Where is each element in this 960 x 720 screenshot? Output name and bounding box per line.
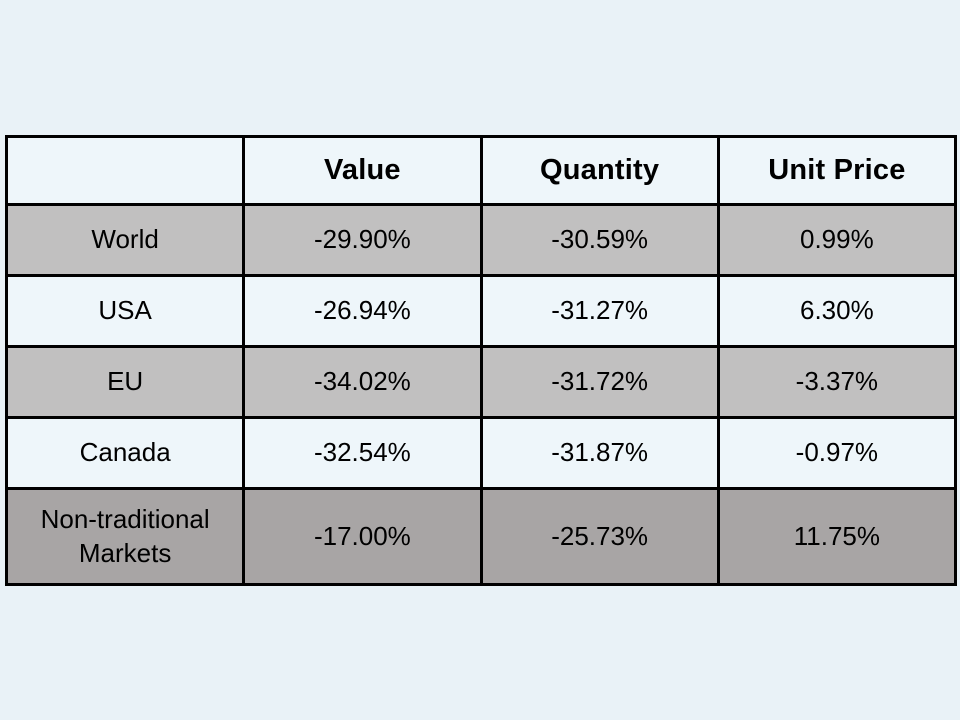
- cell-canada-unit-price: -0.97%: [716, 416, 958, 490]
- table-row-usa: USA -26.94% -31.27% 6.30%: [4, 274, 958, 348]
- column-header-value: Value: [242, 135, 483, 206]
- table-header: Value Quantity Unit Price: [4, 135, 958, 206]
- cell-world-unit-price: 0.99%: [716, 203, 958, 277]
- cell-eu-quantity: -31.72%: [479, 345, 720, 419]
- cell-usa-quantity: -31.27%: [479, 274, 720, 348]
- corner-cell: [4, 135, 246, 206]
- cell-non-traditional-quantity: -25.73%: [479, 487, 720, 586]
- table-body: World -29.90% -30.59% 0.99% USA -26.94% …: [4, 203, 958, 586]
- cell-usa-unit-price: 6.30%: [716, 274, 958, 348]
- table-row-eu: EU -34.02% -31.72% -3.37%: [4, 345, 958, 419]
- column-header-quantity: Quantity: [479, 135, 720, 206]
- table-header-row: Value Quantity Unit Price: [4, 135, 958, 206]
- table-row-world: World -29.90% -30.59% 0.99%: [4, 203, 958, 277]
- cell-canada-quantity: -31.87%: [479, 416, 720, 490]
- cell-non-traditional-value: -17.00%: [242, 487, 483, 586]
- cell-world-value: -29.90%: [242, 203, 483, 277]
- cell-canada-value: -32.54%: [242, 416, 483, 490]
- cell-world-quantity: -30.59%: [479, 203, 720, 277]
- cell-non-traditional-unit-price: 11.75%: [716, 487, 958, 586]
- trade-statistics-table: Value Quantity Unit Price World -29.90% …: [4, 135, 958, 586]
- row-label-canada: Canada: [4, 416, 246, 490]
- cell-usa-value: -26.94%: [242, 274, 483, 348]
- cell-eu-value: -34.02%: [242, 345, 483, 419]
- row-label-non-traditional-markets: Non-traditional Markets: [4, 487, 246, 586]
- column-header-unit-price: Unit Price: [716, 135, 958, 206]
- row-label-world: World: [4, 203, 246, 277]
- table-row-canada: Canada -32.54% -31.87% -0.97%: [4, 416, 958, 490]
- row-label-eu: EU: [4, 345, 246, 419]
- table-row-non-traditional-markets: Non-traditional Markets -17.00% -25.73% …: [4, 487, 958, 586]
- row-label-usa: USA: [4, 274, 246, 348]
- cell-eu-unit-price: -3.37%: [716, 345, 958, 419]
